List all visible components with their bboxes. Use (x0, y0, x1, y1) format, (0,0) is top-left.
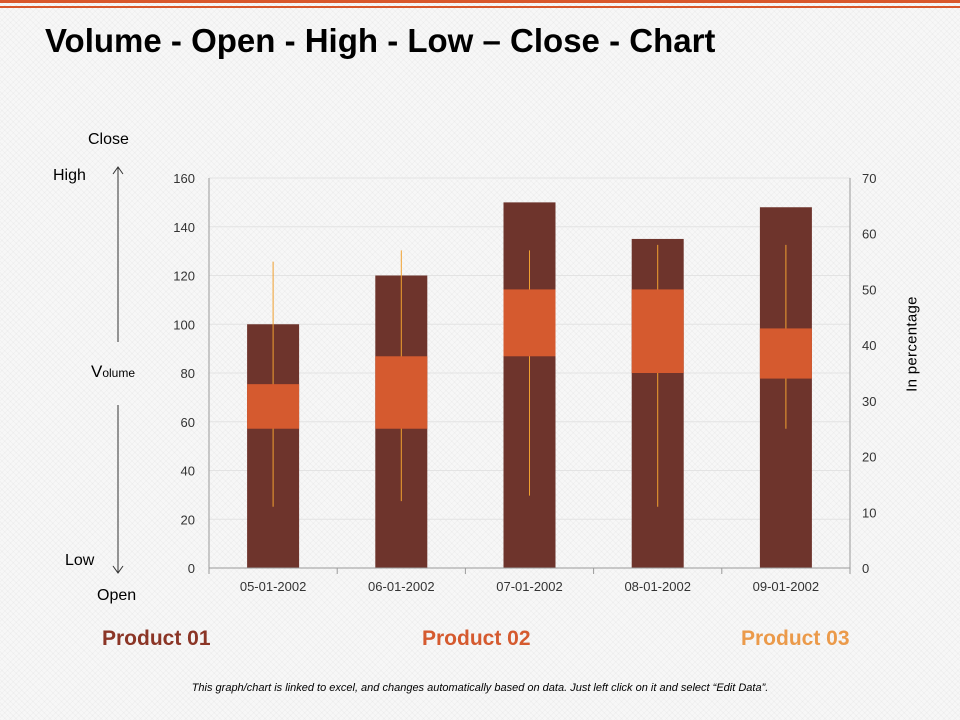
left-tick-label-2: 40 (181, 464, 195, 479)
left-tick-label-1: 20 (181, 512, 195, 527)
scale-arrow (112, 166, 124, 574)
open-label: Open (97, 587, 137, 604)
right-axis-title: In percentage (903, 296, 921, 392)
volume-label: Volume (91, 362, 135, 382)
right-tick-label-3: 30 (862, 394, 876, 409)
right-tick-label-7: 70 (862, 171, 876, 186)
left-tick-label-6: 120 (173, 269, 195, 284)
high-low-lines (272, 244, 787, 507)
axes (208, 178, 851, 574)
left-tick-label-4: 80 (181, 366, 195, 381)
x-tick-label-2: 06-01-2002 (368, 579, 435, 594)
open-close-boxes (247, 289, 812, 429)
right-tick-label-1: 10 (862, 505, 876, 520)
product-02-label: Product 02 (422, 627, 531, 650)
left-axis-ticks: 0 20 40 60 80 100 120 140 160 (173, 171, 195, 576)
open-close-box-1 (247, 384, 300, 429)
right-tick-label-5: 50 (862, 282, 876, 297)
right-tick-label-4: 40 (862, 338, 876, 353)
right-tick-label-2: 20 (862, 450, 876, 465)
left-tick-label-3: 60 (181, 415, 195, 430)
x-tick-label-5: 09-01-2002 (753, 579, 820, 594)
left-tick-label-7: 140 (173, 220, 195, 235)
left-tick-label-0: 0 (188, 561, 195, 576)
x-axis-ticks: 05-01-2002 06-01-2002 07-01-2002 08-01-2002… (240, 579, 819, 594)
right-tick-label-0: 0 (862, 561, 869, 576)
right-tick-label-6: 60 (862, 227, 876, 242)
open-close-box-2 (375, 356, 428, 429)
x-tick-label-3: 07-01-2002 (496, 579, 563, 594)
footnote: This graph/chart is linked to excel, and… (191, 682, 769, 694)
top-accent-bar (0, 0, 960, 3)
product-01-label: Product 01 (102, 627, 211, 650)
left-tick-label-8: 160 (173, 171, 195, 186)
product-03-label: Product 03 (741, 627, 850, 650)
open-close-box-5 (759, 328, 812, 379)
x-tick-label-1: 05-01-2002 (240, 579, 307, 594)
close-label: Close (88, 131, 129, 148)
low-label: Low (65, 552, 95, 569)
right-axis-ticks: 0 10 20 30 40 50 60 70 (862, 171, 876, 576)
volume-label-initial: V (91, 362, 103, 381)
open-close-box-3 (503, 289, 556, 357)
arrow-up-icon (112, 166, 124, 175)
left-tick-label-5: 100 (173, 317, 195, 332)
open-close-box-4 (631, 289, 684, 373)
volume-label-rest: olume (102, 366, 136, 380)
high-label: High (53, 167, 86, 184)
arrow-down-icon (112, 565, 124, 574)
page-title: Volume - Open - High - Low – Close - Cha… (45, 22, 716, 59)
x-tick-label-4: 08-01-2002 (624, 579, 691, 594)
top-accent-line (0, 6, 960, 8)
